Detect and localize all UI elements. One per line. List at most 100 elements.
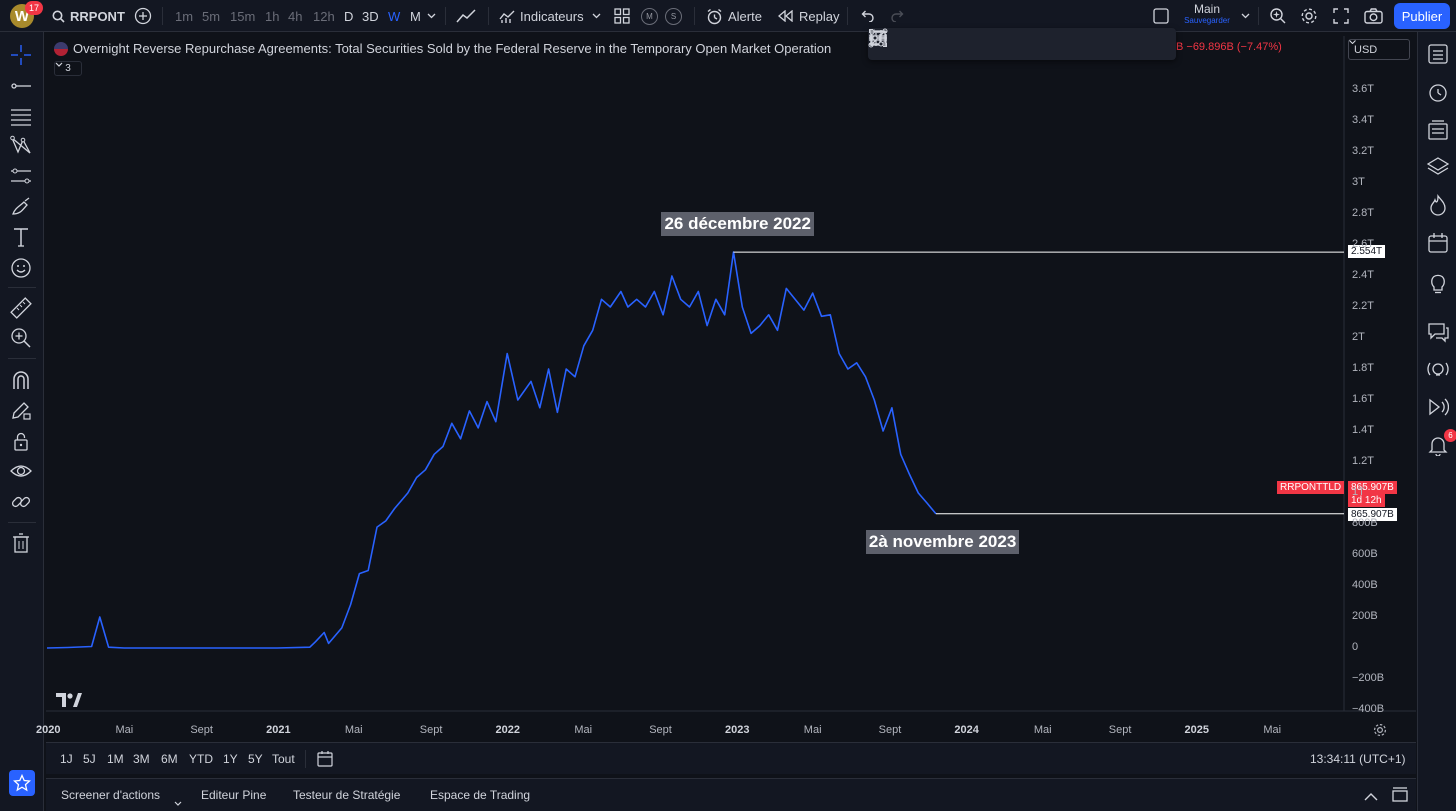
tab-pine-editor[interactable]: Editeur Pine (201, 788, 267, 802)
m-button[interactable]: M (641, 0, 658, 32)
timeframe-1m[interactable]: 1m (175, 8, 194, 24)
publish-button[interactable]: Publier (1394, 3, 1450, 29)
object-tree-button[interactable] (1426, 118, 1450, 142)
favorites-button[interactable] (9, 770, 35, 796)
range-5y[interactable]: 5Y (248, 752, 263, 766)
fullscreen-button[interactable] (1333, 0, 1349, 32)
zoom-tool[interactable] (8, 325, 34, 351)
remove-drawings-tool[interactable] (8, 530, 34, 556)
chart-pane[interactable]: Overnight Reverse Repurchase Agreements:… (36, 28, 1416, 742)
alert-button[interactable]: Alerte (706, 0, 762, 32)
prediction-tool[interactable] (8, 163, 34, 189)
layout-templates-button[interactable] (614, 0, 630, 32)
layout-dropdown[interactable] (1241, 0, 1250, 32)
chats-button[interactable] (1426, 320, 1450, 344)
indicators-button[interactable]: Indicateurs (499, 0, 584, 32)
trend-line-tool[interactable] (8, 73, 34, 99)
last-date-annotation[interactable]: 2à novembre 2023 (865, 530, 1020, 554)
clock-timezone[interactable]: 13:34:11 (UTC+1) (1310, 752, 1406, 766)
timeframe-m[interactable]: M (410, 8, 421, 24)
range-5d[interactable]: 5J (83, 752, 96, 766)
vertical-lines-button[interactable] (870, 30, 1044, 58)
timeframe-12h[interactable]: 12h (313, 8, 335, 24)
y-tick-label: 1.8T (1352, 362, 1375, 374)
go-to-date-button[interactable] (316, 750, 334, 771)
redo-button[interactable] (891, 0, 906, 32)
horizontal-ray-button[interactable] (869, 30, 980, 58)
symbol-search[interactable]: RRPONT (52, 0, 125, 32)
indicators-dropdown[interactable] (592, 0, 601, 32)
ideas-button[interactable] (1426, 271, 1450, 295)
fib-extension-button[interactable] (869, 30, 1172, 58)
fib-retracement-button[interactable] (869, 29, 1140, 58)
timeframe-4h[interactable]: 4h (288, 8, 303, 24)
tab-strategy-tester[interactable]: Testeur de Stratégie (293, 788, 401, 802)
settings-button[interactable] (1300, 0, 1318, 32)
series-legend[interactable]: Overnight Reverse Repurchase Agreements:… (54, 41, 831, 56)
ruler-tool[interactable] (8, 295, 34, 321)
notifications-button[interactable]: 6 (1426, 429, 1456, 457)
range-3m[interactable]: 3M (133, 752, 150, 766)
range-6m[interactable]: 6M (161, 752, 178, 766)
data-window-button[interactable] (1426, 155, 1450, 179)
playback-button[interactable] (1426, 395, 1450, 419)
brush-tool[interactable] (8, 194, 34, 220)
crosshair-tool[interactable] (8, 42, 34, 68)
stay-drawing-tool[interactable] (8, 397, 34, 423)
sync-drawings-tool[interactable] (8, 489, 34, 515)
pattern-tool[interactable] (8, 132, 34, 158)
long-position-button[interactable] (871, 30, 1108, 58)
timeframe-d[interactable]: D (344, 8, 354, 24)
snapshot-button[interactable] (1364, 0, 1383, 32)
watchlist-button[interactable] (1426, 42, 1450, 66)
timeframe-3d[interactable]: 3D (362, 8, 379, 24)
screener-dropdown[interactable] (174, 793, 182, 811)
calendar-button[interactable] (1426, 231, 1450, 255)
magnet-tool[interactable] (8, 367, 34, 393)
measure-lines-icon (11, 168, 31, 184)
undo-button[interactable] (859, 0, 874, 32)
lock-drawings-tool[interactable] (8, 428, 34, 454)
y-tick-label: 1T (1352, 486, 1365, 498)
timeframe-dropdown[interactable] (427, 0, 436, 32)
chevron-down-icon (592, 13, 601, 19)
timeframe-1h[interactable]: 1h (265, 8, 280, 24)
series-line[interactable] (46, 251, 937, 649)
hotlists-button[interactable] (1426, 193, 1450, 217)
fib-tool[interactable] (8, 104, 34, 130)
maximize-panel-button[interactable] (1392, 787, 1408, 807)
layout-toggle-button[interactable] (1153, 0, 1169, 32)
layers-list-icon (1428, 120, 1448, 140)
rectangle-button[interactable] (869, 29, 1076, 58)
parallel-channel-button[interactable] (869, 30, 1012, 58)
add-symbol-button[interactable] (134, 0, 152, 32)
range-1y[interactable]: 1Y (223, 752, 238, 766)
layout-name[interactable]: Main Sauvegarder (1180, 3, 1234, 26)
range-ytd[interactable]: YTD (189, 752, 213, 766)
currency-select[interactable]: USD (1348, 39, 1410, 60)
timeframe-5m[interactable]: 5m (202, 8, 221, 24)
tab-trading-panel[interactable]: Espace de Trading (430, 788, 531, 802)
tab-stock-screener[interactable]: Screener d'actions (61, 788, 161, 802)
text-tool[interactable] (8, 224, 34, 250)
range-1m[interactable]: 1M (107, 752, 124, 766)
streams-button[interactable] (1426, 358, 1450, 382)
s-button[interactable]: S (665, 0, 682, 32)
collapse-panel-button[interactable] (1364, 788, 1378, 806)
save-label[interactable]: Sauvegarder (1184, 16, 1230, 25)
range-1d[interactable]: 1J (60, 752, 73, 766)
x-tick-label: 2022 (495, 724, 521, 736)
timeframe-w[interactable]: W (388, 8, 401, 24)
legend-collapse-button[interactable]: 3 (54, 61, 82, 76)
horizontal-line-button[interactable] (869, 30, 948, 58)
hide-drawings-tool[interactable] (8, 458, 34, 484)
quick-search-button[interactable] (1269, 0, 1287, 32)
emoji-tool[interactable] (8, 255, 34, 281)
trend-line-button[interactable] (868, 28, 916, 58)
timeframe-15m[interactable]: 15m (230, 8, 256, 24)
replay-button[interactable]: Replay (778, 0, 839, 32)
chart-type-button[interactable] (456, 0, 476, 32)
peak-date-annotation[interactable]: 26 décembre 2022 (661, 212, 814, 236)
range-all[interactable]: Tout (272, 752, 295, 766)
alerts-panel-button[interactable] (1426, 80, 1450, 104)
